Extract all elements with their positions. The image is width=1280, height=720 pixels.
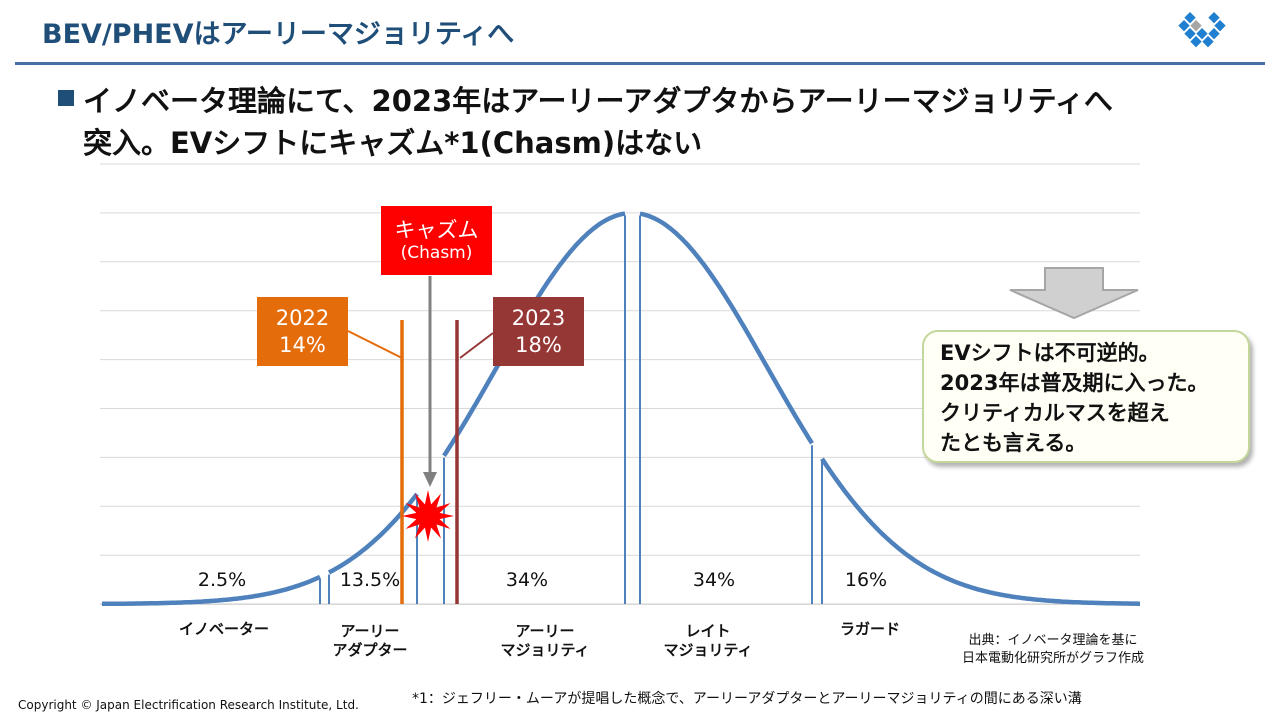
footnote: *1：ジェフリー・ムーアが提唱した概念で、アーリーアダプターとアーリーマジョリテ… — [412, 691, 1082, 707]
connector-2023 — [459, 332, 494, 359]
segment-percent: 34% — [692, 569, 736, 591]
adoption-curve-segment — [639, 211, 814, 445]
chasm-label: キャズム — [394, 217, 479, 242]
bullet-square-icon — [58, 90, 74, 106]
callout-line: たとも言える。 — [940, 431, 1087, 455]
headline-line-1: イノベータ理論にて、2023年はアーリーアダプタからアーリーマジョリティへ — [83, 84, 1113, 118]
segment-percent: 34% — [505, 569, 549, 591]
segment-label-line: マジョリティ — [663, 640, 753, 659]
adoption-curve-segment — [820, 457, 1140, 606]
marker-share-2022: 14% — [279, 332, 326, 357]
title-divider — [15, 62, 1265, 65]
callout-line: 2023年は普及期に入った。 — [940, 371, 1209, 395]
adoption-curve-segment — [102, 574, 322, 607]
marker-box-2023: 2023 18% — [493, 297, 584, 366]
adoption-curve-segment — [327, 492, 419, 575]
segment-label-late-majority: レイト マジョリティ — [663, 622, 752, 660]
segment-label-line: イノベーター — [178, 620, 270, 638]
segment-label-line: アーリー — [515, 622, 575, 640]
callout-box: EVシフトは不可逆的。 2023年は普及期に入った。 クリティカルマスを超え た… — [922, 330, 1250, 463]
marker-share-2023: 18% — [515, 332, 562, 357]
segment-label-line: マジョリティ — [500, 640, 590, 659]
segment-label-line: レイト — [685, 622, 731, 640]
connector-2022 — [347, 330, 403, 359]
source-line: 出典：イノベータ理論を基に — [968, 633, 1138, 648]
source-note: 出典：イノベータ理論を基に 日本電動化研究所がグラフ作成 — [948, 632, 1158, 668]
source-line: 日本電動化研究所がグラフ作成 — [961, 651, 1144, 666]
headline-line-2: 突入。EVシフトにキャズム*1(Chasm)はない — [83, 126, 703, 160]
marker-year-2022: 2022 — [275, 306, 330, 331]
segment-label-line: ラガード — [839, 620, 901, 638]
segment-label-laggards: ラガード — [840, 620, 900, 639]
down-arrow-icon — [1009, 267, 1139, 320]
segment-label-line: アダプター — [332, 640, 408, 659]
chasm-arrow-head-icon — [423, 472, 437, 487]
page-title: BEV/PHEVはアーリーマジョリティへ — [42, 19, 515, 50]
explosion-icon — [402, 490, 454, 542]
marker-year-2023: 2023 — [511, 306, 566, 331]
callout-line: EVシフトは不可逆的。 — [940, 341, 1160, 365]
segment-percent: 2.5% — [197, 569, 247, 591]
diamond-grid-logo-icon — [1178, 12, 1226, 48]
chasm-label-box: キャズム (Chasm) — [381, 206, 492, 275]
segment-percent: 13.5% — [339, 569, 401, 591]
marker-box-2022: 2022 14% — [257, 297, 348, 366]
segment-label-early-majority: アーリー マジョリティ — [500, 622, 589, 660]
callout-line: クリティカルマスを超え — [940, 401, 1170, 425]
chasm-label-en: (Chasm) — [400, 243, 473, 263]
segment-label-line: アーリー — [340, 622, 400, 640]
segment-label-early-adopters: アーリー アダプター — [332, 622, 407, 660]
segment-label-innovators: イノベーター — [179, 620, 269, 639]
segment-percent: 16% — [844, 569, 888, 591]
copyright: Copyright © Japan Electrification Resear… — [18, 698, 359, 712]
